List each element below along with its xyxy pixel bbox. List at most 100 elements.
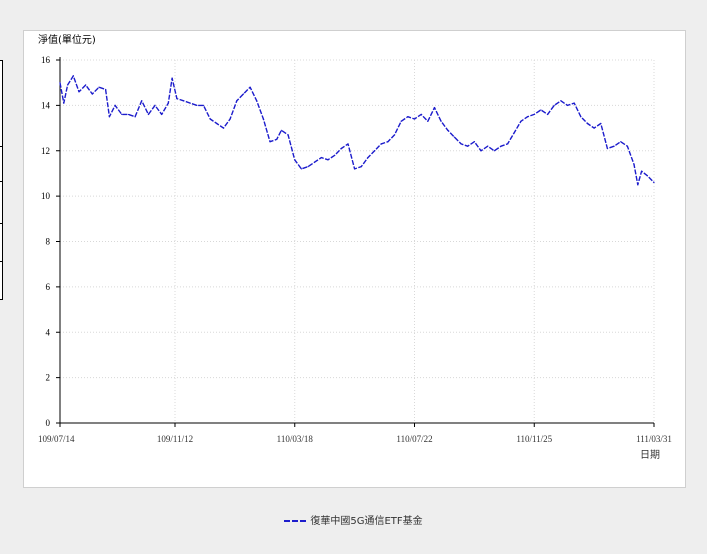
data-point [98, 86, 100, 88]
data-point [367, 156, 369, 159]
data-point [108, 116, 111, 118]
x-tick-label: 109/11/12 [157, 434, 193, 444]
data-point [209, 118, 211, 120]
data-point [493, 150, 495, 152]
data-point [407, 116, 409, 118]
data-point [626, 145, 628, 147]
data-point [189, 102, 191, 104]
data-point [161, 113, 163, 116]
plot-panel [23, 30, 686, 488]
data-point [320, 156, 322, 159]
data-point [433, 107, 436, 109]
data-point [593, 127, 595, 129]
data-point [114, 104, 116, 106]
data-point [546, 113, 549, 116]
legend-label: 復華中國5G通信ETF基金 [310, 516, 423, 527]
series-line [59, 75, 655, 186]
data-point [334, 154, 336, 156]
y-tick-label: 14 [41, 100, 51, 110]
data-point [256, 100, 258, 102]
data-point [427, 120, 429, 122]
data-point [413, 118, 416, 120]
data-point [460, 143, 462, 145]
data-point [307, 166, 309, 168]
data-point [59, 82, 61, 84]
data-point [67, 84, 69, 86]
data-point [566, 104, 569, 106]
data-point [540, 109, 542, 111]
y-tick-label: 10 [41, 191, 51, 201]
data-point [360, 166, 362, 168]
data-point [641, 170, 643, 172]
data-point [280, 129, 283, 131]
y-tick-label: 12 [41, 146, 50, 156]
y-tick-label: 16 [41, 55, 51, 65]
data-point [229, 118, 231, 120]
data-point [167, 102, 169, 104]
data-point [580, 116, 582, 118]
data-point [327, 159, 329, 161]
data-point [606, 147, 609, 150]
data-point [236, 100, 238, 102]
data-point [287, 134, 289, 136]
data-point [154, 104, 156, 106]
data-point [586, 122, 589, 125]
x-tick-label: 110/07/22 [396, 434, 432, 444]
data-point [373, 150, 376, 152]
legend: 復華中國5G通信ETF基金 [0, 512, 707, 527]
x-axis-label: 日期 [640, 449, 660, 461]
data-point [526, 116, 529, 118]
data-point [354, 168, 356, 170]
data-point [222, 127, 225, 129]
data-point [600, 122, 602, 125]
data-point [202, 104, 205, 106]
data-point [507, 143, 509, 145]
data-point [269, 141, 271, 143]
data-point [216, 122, 218, 125]
data-point [176, 97, 178, 100]
data-point [314, 161, 316, 163]
data-point [553, 104, 555, 106]
legend-swatch [284, 520, 307, 522]
data-point [447, 129, 449, 131]
data-point [393, 134, 396, 136]
x-tick-label: 109/07/14 [38, 434, 75, 444]
x-tick-label: 110/03/18 [277, 434, 314, 444]
data-point [520, 120, 522, 122]
data-point [134, 116, 136, 118]
data-point [242, 93, 245, 95]
data-point [613, 145, 615, 147]
y-tick-label: 4 [46, 327, 51, 337]
data-point [487, 145, 489, 147]
data-point [380, 143, 382, 145]
data-point [72, 75, 74, 77]
data-point [467, 145, 469, 147]
data-point [262, 118, 264, 120]
data-point [387, 141, 389, 143]
y-tick-label: 0 [46, 418, 51, 428]
data-point [637, 184, 639, 186]
data-point [171, 77, 173, 79]
data-point [500, 145, 502, 147]
data-point [105, 88, 107, 91]
data-point [480, 150, 482, 152]
data-point [347, 143, 349, 145]
y-tick-label: 2 [46, 373, 51, 383]
data-point [453, 136, 456, 138]
data-point [249, 86, 251, 88]
data-point [121, 113, 123, 116]
data-point [294, 159, 296, 161]
data-point [196, 104, 198, 106]
data-point [633, 163, 635, 165]
data-point [340, 147, 342, 150]
data-point [573, 102, 575, 104]
data-point [147, 113, 149, 116]
data-point [91, 93, 93, 95]
data-point [646, 175, 648, 177]
y-axis-label: 淨值(單位元) [38, 33, 96, 46]
x-tick-label: 110/11/25 [516, 434, 552, 444]
data-point [141, 100, 143, 102]
data-point [473, 141, 475, 143]
data-point [127, 113, 130, 116]
